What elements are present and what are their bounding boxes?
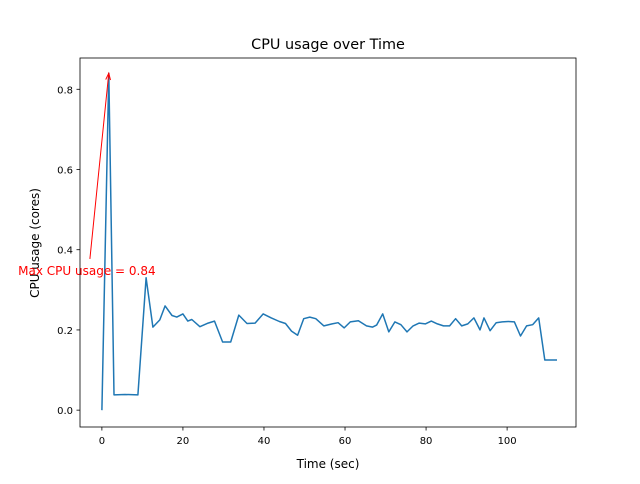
x-tick-label: 100 — [498, 436, 517, 447]
y-tick-label: 0.6 — [57, 166, 73, 177]
x-tick-label: 40 — [258, 436, 271, 447]
x-axis-label: Time (sec) — [296, 457, 360, 471]
y-tick-label: 0.8 — [57, 85, 73, 96]
y-tick-label: 0.4 — [57, 246, 73, 257]
y-tick-label: 0.0 — [57, 406, 73, 417]
x-tick-label: 0 — [99, 436, 105, 447]
y-axis-label: CPU usage (cores) — [28, 188, 42, 298]
annotation-arrow — [89, 73, 110, 260]
chart-title: CPU usage over Time — [251, 37, 405, 53]
x-tick-label: 80 — [420, 436, 433, 447]
x-tick-label: 20 — [177, 436, 190, 447]
x-tick-label: 60 — [339, 436, 352, 447]
max-annotation-label: Max CPU usage = 0.84 — [18, 264, 155, 278]
y-tick-label: 0.2 — [57, 326, 73, 337]
cpu-usage-line — [101, 72, 557, 411]
annotation-arrowhead — [105, 71, 111, 81]
plot-area-frame — [79, 57, 577, 428]
